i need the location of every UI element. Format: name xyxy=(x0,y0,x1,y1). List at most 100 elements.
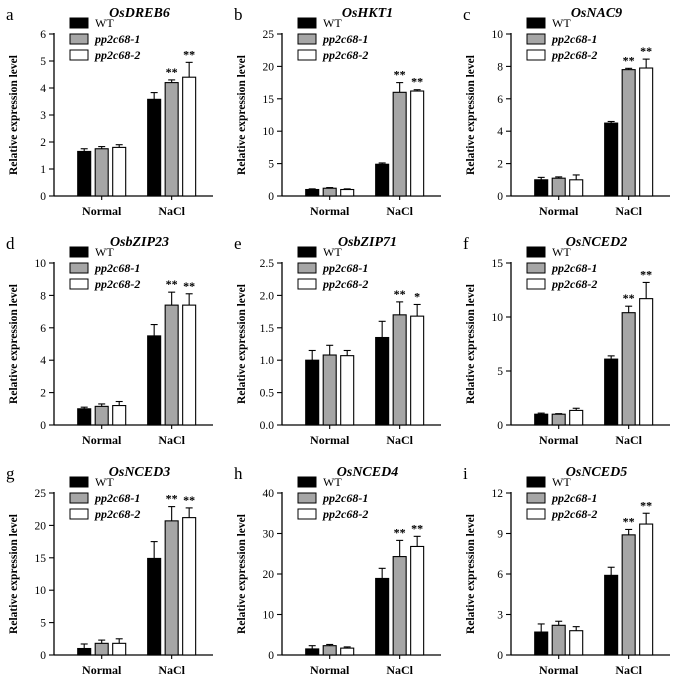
legend-label: pp2c68-2 xyxy=(322,277,368,291)
bar xyxy=(94,405,109,426)
y-tick-label: 5 xyxy=(40,56,46,68)
legend-label: pp2c68-2 xyxy=(322,507,368,521)
bar xyxy=(621,69,636,197)
significance-label: ** xyxy=(623,514,635,528)
chart-title: OsNCED4 xyxy=(337,465,398,480)
panel-b: b OsHKT1 Relative expression level 0 5 10 15 20… xyxy=(234,5,441,218)
y-tick-label: 5 xyxy=(497,366,503,378)
legend-swatch xyxy=(69,33,89,45)
significance-label: ** xyxy=(166,277,178,291)
bar xyxy=(392,556,407,656)
y-tick-label: 0 xyxy=(497,650,503,662)
legend-label: WT xyxy=(323,475,342,489)
legend-swatch xyxy=(526,17,546,29)
y-tick-label: 0 xyxy=(40,650,46,662)
bar xyxy=(340,647,355,656)
bar xyxy=(77,150,92,197)
panel-label: h xyxy=(234,464,243,483)
bar xyxy=(375,336,390,426)
panel-i: i OsNCED5 Relative expression level 0 3 6 9 12 N… xyxy=(463,464,670,677)
y-tick-label: 20 xyxy=(263,569,275,581)
legend-label: WT xyxy=(552,16,571,30)
y-tick-label: 0 xyxy=(497,191,503,203)
y-tick-label: 8 xyxy=(40,290,46,302)
y-tick-label: 0 xyxy=(268,650,274,662)
bar xyxy=(322,645,337,656)
bar xyxy=(639,298,654,426)
y-tick-label: 1.5 xyxy=(260,323,275,335)
y-tick-label: 10 xyxy=(35,258,47,270)
significance-label: ** xyxy=(183,493,195,507)
y-tick-label: 25 xyxy=(263,29,275,41)
panel-label: b xyxy=(234,5,243,24)
y-tick-label: 30 xyxy=(263,529,275,541)
bar xyxy=(392,314,407,426)
y-axis-label: Relative expression level xyxy=(465,55,477,175)
bar xyxy=(164,520,179,656)
bar xyxy=(375,577,390,656)
x-tick-label: NaCl xyxy=(386,433,413,447)
y-tick-label: 3 xyxy=(497,610,503,622)
legend-swatch xyxy=(526,246,546,258)
legend-label: pp2c68-2 xyxy=(322,48,368,62)
legend-swatch xyxy=(69,17,89,29)
y-tick-label: 10 xyxy=(35,585,47,597)
y-tick-label: 9 xyxy=(497,529,503,541)
y-tick-label: 15 xyxy=(35,553,47,565)
bar xyxy=(305,648,320,656)
significance-label: ** xyxy=(166,65,178,79)
x-tick-label: NaCl xyxy=(158,433,185,447)
legend-label: WT xyxy=(95,475,114,489)
chart-title: OsNCED2 xyxy=(566,235,627,250)
legend-label: pp2c68-1 xyxy=(94,491,140,505)
legend-swatch xyxy=(69,262,89,274)
panel-label: g xyxy=(6,464,15,483)
legend-swatch xyxy=(69,508,89,520)
bar xyxy=(551,624,566,656)
x-tick-label: NaCl xyxy=(158,204,185,218)
legend-label: pp2c68-2 xyxy=(551,507,597,521)
y-tick-label: 0 xyxy=(268,191,274,203)
bar xyxy=(147,335,162,426)
legend-label: pp2c68-1 xyxy=(322,32,368,46)
y-tick-label: 25 xyxy=(35,488,47,500)
x-tick-label: Normal xyxy=(539,204,579,218)
bar xyxy=(375,163,390,197)
legend-swatch xyxy=(297,262,317,274)
y-tick-label: 1.0 xyxy=(260,355,275,367)
panel-label: a xyxy=(6,5,14,24)
legend-label: WT xyxy=(323,245,342,259)
chart-title: OsNAC9 xyxy=(571,6,622,21)
legend-swatch xyxy=(526,262,546,274)
bar xyxy=(112,146,127,197)
bar xyxy=(322,354,337,426)
bar xyxy=(164,82,179,197)
significance-label: ** xyxy=(166,492,178,506)
bar xyxy=(604,574,619,656)
y-tick-label: 15 xyxy=(263,94,275,106)
legend-swatch xyxy=(526,508,546,520)
bar xyxy=(569,630,584,656)
bar xyxy=(392,91,407,197)
bar xyxy=(77,647,92,656)
legend-swatch xyxy=(297,278,317,290)
bar xyxy=(534,631,549,656)
legend-label: WT xyxy=(95,245,114,259)
y-axis-label: Relative expression level xyxy=(8,284,20,404)
bar xyxy=(639,67,654,197)
bar xyxy=(569,179,584,197)
legend-label: WT xyxy=(323,16,342,30)
bar xyxy=(147,98,162,197)
y-tick-label: 20 xyxy=(35,520,47,532)
y-tick-label: 12 xyxy=(492,488,504,500)
legend-label: pp2c68-1 xyxy=(94,261,140,275)
bar xyxy=(182,517,197,656)
bar xyxy=(94,148,109,197)
bar xyxy=(621,312,636,426)
bar xyxy=(534,413,549,426)
legend-label: WT xyxy=(95,16,114,30)
chart-title: OsbZIP71 xyxy=(338,235,397,250)
legend-label: pp2c68-2 xyxy=(94,507,140,521)
